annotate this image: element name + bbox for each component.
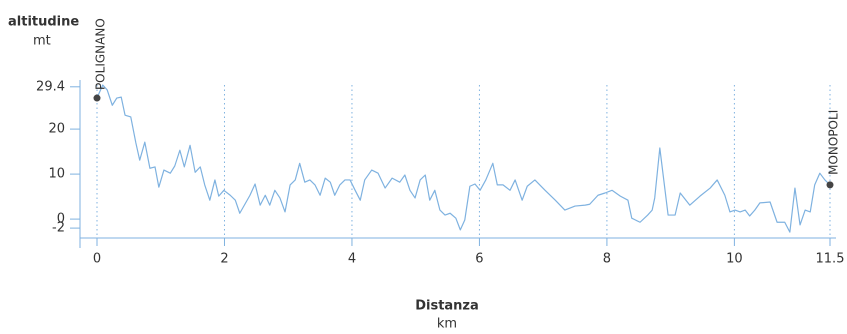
x-tick-label: 10 xyxy=(726,252,743,267)
start-label: POLIGNANO xyxy=(94,18,108,90)
x-tick-label: 0 xyxy=(93,252,101,267)
x-axis-label: Distanza xyxy=(415,299,479,314)
y-axis-label: altitudine xyxy=(8,15,79,30)
x-tick-label: 2 xyxy=(220,252,228,267)
x-axis-unit: km xyxy=(437,317,457,331)
y-tick-label: 10 xyxy=(48,167,65,182)
y-tick-label: 29.4 xyxy=(36,79,65,94)
x-tick-label: 4 xyxy=(348,252,356,267)
y-tick-label: 20 xyxy=(48,122,65,137)
y-axis-unit: mt xyxy=(33,34,51,49)
x-tick-label: 11.5 xyxy=(816,252,845,267)
y-tick-label: 0 xyxy=(57,212,65,227)
y-tick-label: -2 xyxy=(52,221,65,236)
end-point xyxy=(826,181,834,189)
start-point xyxy=(93,94,101,102)
x-tick-label: 8 xyxy=(603,252,611,267)
x-tick-label: 6 xyxy=(475,252,483,267)
elevation-line xyxy=(96,84,831,233)
end-label: MONOPOLI xyxy=(827,110,841,175)
